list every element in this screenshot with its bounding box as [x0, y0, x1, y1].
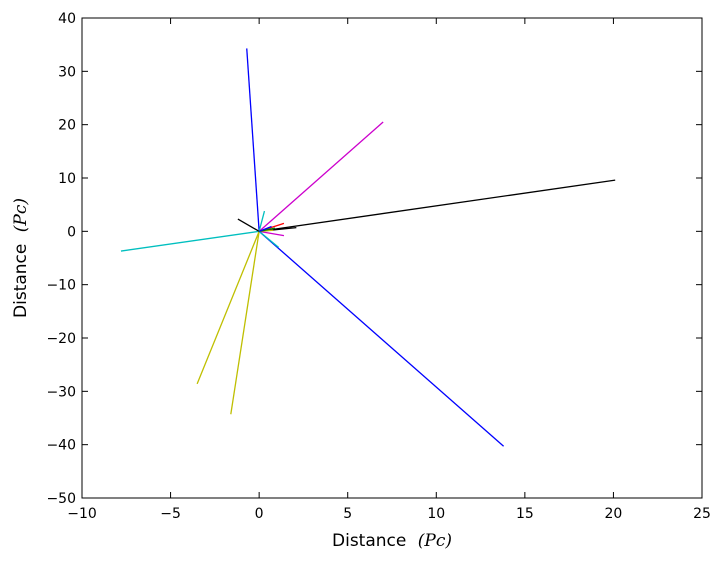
series-line-4 [120, 230, 260, 252]
series-line-6 [230, 231, 260, 415]
x-tick-label: 10 [427, 506, 445, 522]
series-line-3 [259, 179, 616, 232]
x-tick-label: 15 [516, 506, 534, 522]
series-layer [120, 48, 616, 447]
series-line-10 [259, 230, 285, 237]
series-line-5 [196, 231, 260, 385]
y-tick-label: 0 [67, 224, 76, 240]
x-tick-label: −5 [160, 506, 181, 522]
y-axis-label-unit: (Pc) [11, 198, 31, 232]
y-tick-label: −50 [46, 491, 76, 507]
x-tick-label: 0 [255, 506, 264, 522]
series-line-12 [258, 230, 280, 248]
y-axis-label-text: Distance [11, 244, 31, 318]
x-axis-label: Distance (Pc) [332, 531, 452, 551]
y-tick-label: −30 [46, 384, 76, 400]
x-axis-label-unit: (Pc) [418, 531, 452, 551]
series-line-2 [258, 121, 384, 232]
series-line-11 [258, 210, 266, 232]
y-axis-label: Distance (Pc) [11, 198, 31, 318]
series-line-1 [258, 230, 505, 447]
x-tick-label: −10 [67, 506, 97, 522]
series-line-0 [246, 48, 260, 232]
y-tick-label: −20 [46, 331, 76, 347]
series-line-15 [258, 225, 272, 232]
y-tick-label: 30 [58, 64, 76, 80]
plot-frame [81, 17, 703, 499]
y-tick-label: −10 [46, 278, 76, 294]
x-axis-label-text: Distance [332, 531, 406, 551]
y-tick-label: 40 [58, 11, 76, 27]
y-tick-label: 20 [58, 118, 76, 134]
series-line-7 [237, 218, 260, 232]
x-tick-label: 5 [343, 506, 352, 522]
y-tick-label: −40 [46, 438, 76, 454]
x-tick-label: 20 [605, 506, 623, 522]
x-tick-label: 25 [693, 506, 711, 522]
y-tick-label: 10 [58, 171, 76, 187]
